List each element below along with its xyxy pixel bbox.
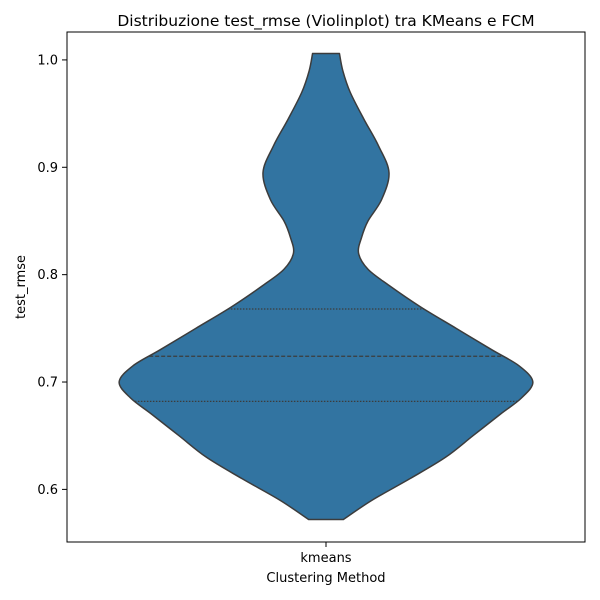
y-axis-label: test_rmse <box>14 255 29 319</box>
y-tick-label: 0.8 <box>37 268 58 283</box>
y-tick-label: 0.9 <box>37 161 58 176</box>
plot-area <box>66 31 586 543</box>
chart-title: Distribuzione test_rmse (Violinplot) tra… <box>117 12 534 31</box>
y-axis: 0.6 0.7 0.8 0.9 1.0 <box>37 53 67 498</box>
y-tick-label: 1.0 <box>37 53 58 68</box>
y-tick-label: 0.7 <box>37 376 58 391</box>
x-axis-label: Clustering Method <box>266 571 385 586</box>
x-tick-label: kmeans <box>300 551 351 566</box>
violin-body-kmeans <box>118 52 534 521</box>
y-tick-label: 0.6 <box>37 483 58 498</box>
x-axis: kmeans <box>300 542 352 566</box>
